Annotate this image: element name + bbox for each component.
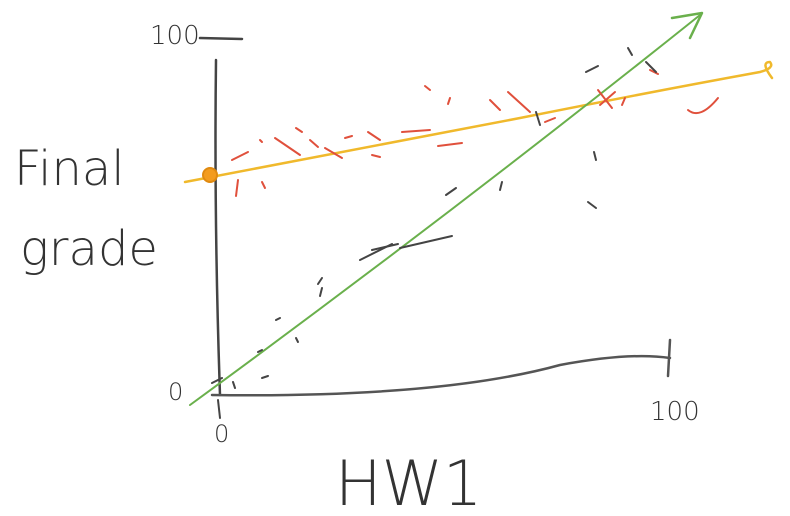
intercept-point xyxy=(203,168,217,182)
fit-line-flat xyxy=(185,62,772,182)
x-right-label: 100 xyxy=(650,397,700,427)
x-axis xyxy=(212,356,670,395)
y-axis-title: Final xyxy=(14,141,125,197)
origin-tick xyxy=(218,400,220,418)
fit-line-steep xyxy=(190,15,700,405)
x-axis-title: HW1 xyxy=(335,447,482,516)
y-top-label: 100 xyxy=(150,21,200,51)
data-points-dark xyxy=(212,48,656,388)
sketch: 100 0 0 100 Final grade HW1 xyxy=(0,0,790,516)
data-points-red xyxy=(232,70,718,196)
y-bottom-label: 0 xyxy=(168,378,183,406)
y-axis xyxy=(216,60,221,395)
x-left-label: 0 xyxy=(214,420,229,448)
y-tick xyxy=(200,38,242,39)
y-axis-title: grade xyxy=(20,221,158,277)
x-tick xyxy=(668,340,670,376)
